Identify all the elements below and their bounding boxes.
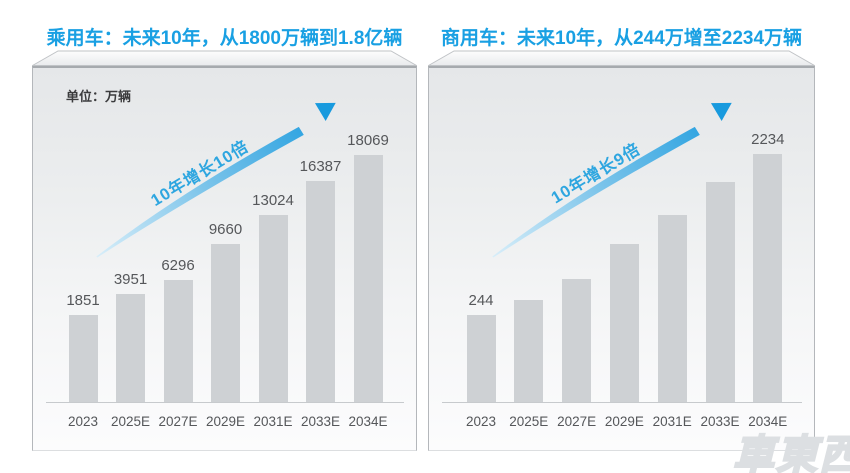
commercial-chart-panel: 10年增长9倍 244 2023 2025E 2027E 2029E 2031E 2033E… (428, 66, 815, 451)
x-axis-label: 2034E (748, 414, 788, 429)
watermark-logo: 車東西 (732, 431, 850, 473)
bar (753, 154, 783, 402)
x-axis-label: 2023 (465, 414, 497, 429)
passenger-chart-group: 乘用车：未来10年，从1800万辆到1.8亿辆 单位：万辆 (32, 28, 417, 451)
growth-annotation: 10年增长9倍 (548, 140, 644, 208)
x-axis-label: 2029E (205, 414, 246, 429)
x-axis-line (46, 402, 404, 403)
bar (562, 279, 592, 402)
x-axis-label: 2027E (158, 414, 198, 429)
bar-value-label: 244 (468, 292, 494, 309)
bar (258, 215, 288, 402)
bar-value-label: 9660 (208, 221, 243, 238)
bar (514, 300, 544, 402)
bar-value-label: 1851 (66, 292, 100, 309)
bar-value-label: 2234 (751, 131, 785, 148)
bar (306, 181, 335, 402)
bar (609, 244, 639, 402)
commercial-chart-title: 商用车：未来10年，从244万增至2234万辆 (440, 28, 803, 49)
bar (211, 244, 240, 402)
unit-label: 单位：万辆 (66, 89, 132, 104)
x-axis-line (442, 402, 802, 403)
x-axis-label: 2023 (67, 414, 99, 429)
bar (163, 280, 193, 402)
bar (116, 294, 145, 402)
panel-3d-lid (32, 50, 417, 66)
bar (466, 315, 496, 402)
x-axis-label: 2033E (300, 414, 341, 429)
bar (353, 155, 383, 402)
passenger-chart-panel: 单位：万辆 10年增长10倍 1851 2023 3951 2025E 6296 2027… (32, 66, 417, 451)
panel-3d-lid (428, 50, 815, 66)
bar-value-label: 13024 (252, 192, 294, 209)
bar (705, 182, 735, 402)
x-axis-label: 2033E (700, 414, 740, 429)
commercial-chart-group: 商用车：未来10年，从244万增至2234万辆 (428, 28, 815, 451)
bar-value-label: 3951 (113, 271, 148, 288)
bar-value-label: 6296 (161, 257, 195, 274)
x-axis-label: 2029E (604, 414, 644, 429)
x-axis-label: 2025E (509, 414, 549, 429)
bar-value-label: 18069 (347, 132, 389, 149)
passenger-chart-title: 乘用车：未来10年，从1800万辆到1.8亿辆 (46, 28, 403, 49)
x-axis-label: 2027E (557, 414, 597, 429)
x-axis-label: 2025E (110, 414, 151, 429)
x-axis-label: 2031E (652, 414, 692, 429)
x-axis-label: 2034E (348, 414, 388, 429)
bar (657, 215, 687, 402)
bar-value-label: 16387 (299, 158, 342, 175)
bar (68, 315, 98, 402)
x-axis-label: 2031E (253, 414, 293, 429)
